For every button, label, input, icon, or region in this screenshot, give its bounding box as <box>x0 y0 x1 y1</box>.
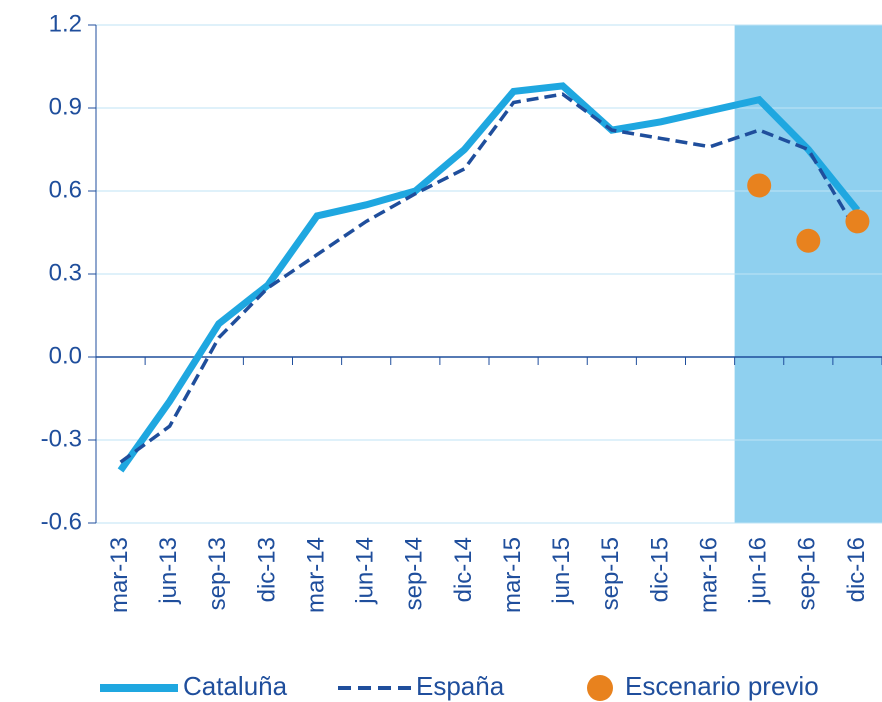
x-tick-label: sep-13 <box>204 537 231 610</box>
scenario-dot <box>796 228 821 253</box>
x-tick-label: sep-14 <box>401 537 428 610</box>
legend-label: Escenario previo <box>625 671 819 701</box>
legend-label: Cataluña <box>183 671 288 701</box>
x-tick-label: dic-14 <box>450 537 477 602</box>
y-tick-label: 1.2 <box>49 10 82 37</box>
y-tick-label: 0.0 <box>49 342 82 369</box>
scenario-dot <box>747 173 772 198</box>
x-tick-label: dic-15 <box>646 537 673 602</box>
x-tick-label: mar-16 <box>695 537 722 613</box>
y-tick-label: -0.3 <box>41 425 82 452</box>
y-tick-label: 0.9 <box>49 93 82 120</box>
y-tick-label: 0.3 <box>49 259 82 286</box>
series-line <box>117 82 861 473</box>
x-tick-label: jun-15 <box>548 537 575 605</box>
scenario-dot <box>845 209 870 234</box>
y-tick-label: 0.6 <box>49 176 82 203</box>
x-tick-label: sep-15 <box>597 537 624 610</box>
x-tick-label: dic-13 <box>253 537 280 602</box>
series-line <box>119 92 859 464</box>
x-tick-label: mar-13 <box>106 537 133 613</box>
x-tick-label: jun-14 <box>352 537 379 605</box>
x-tick-label: jun-16 <box>745 537 772 605</box>
y-tick-label: -0.6 <box>41 508 82 535</box>
x-tick-label: mar-14 <box>302 537 329 613</box>
x-tick-label: jun-13 <box>155 537 182 605</box>
x-tick-label: mar-15 <box>499 537 526 613</box>
x-tick-label: dic-16 <box>843 537 870 602</box>
x-tick-label: sep-16 <box>794 537 821 610</box>
legend-swatch <box>587 675 613 701</box>
legend-label: España <box>416 671 505 701</box>
